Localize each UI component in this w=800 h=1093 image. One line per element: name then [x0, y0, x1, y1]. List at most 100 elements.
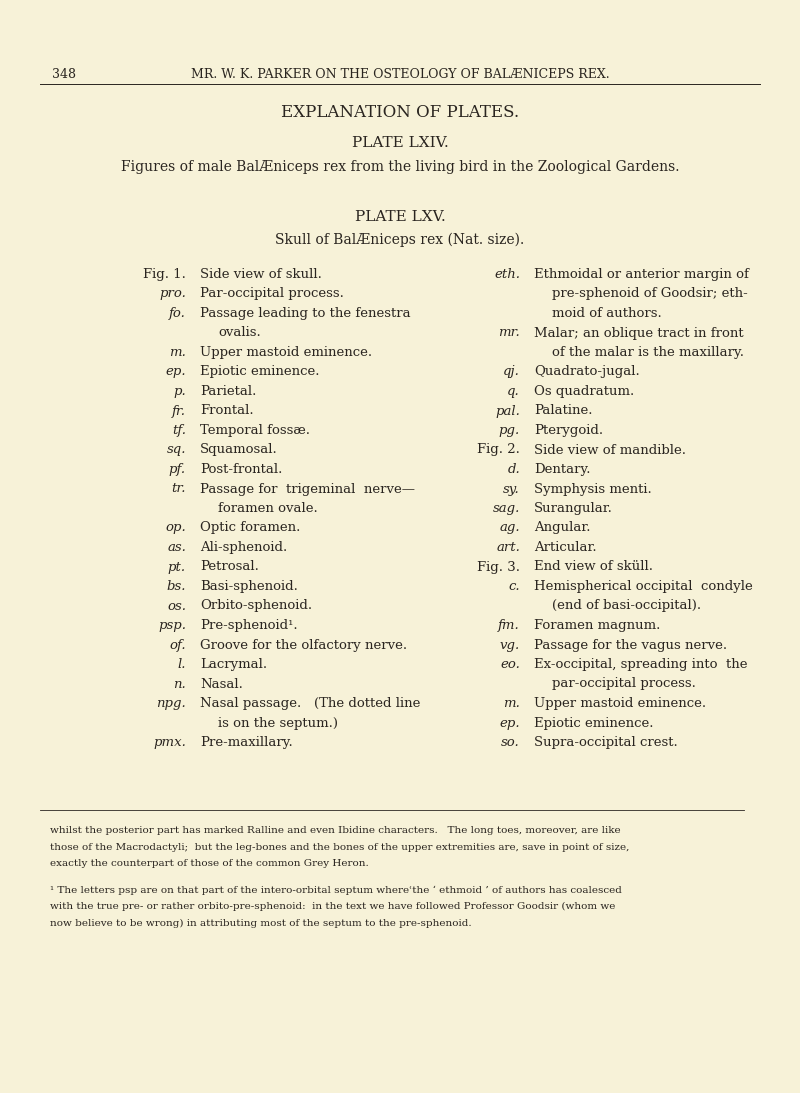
Text: ¹ The letters psp are on that part of the intero-orbital septum whereʿthe ‘ ethm: ¹ The letters psp are on that part of th…	[50, 885, 622, 895]
Text: Orbito-sphenoid.: Orbito-sphenoid.	[200, 599, 312, 612]
Text: Pterygoid.: Pterygoid.	[534, 424, 603, 437]
Text: Symphysis menti.: Symphysis menti.	[534, 482, 652, 495]
Text: Palatine.: Palatine.	[534, 404, 593, 418]
Text: PLATE LXV.: PLATE LXV.	[354, 210, 446, 224]
Text: Frontal.: Frontal.	[200, 404, 254, 418]
Text: eth.: eth.	[494, 268, 520, 281]
Text: q.: q.	[507, 385, 520, 398]
Text: Malar; an oblique tract in front: Malar; an oblique tract in front	[534, 327, 744, 340]
Text: fm.: fm.	[498, 619, 520, 632]
Text: (end of basi-occipital).: (end of basi-occipital).	[552, 599, 701, 612]
Text: sq.: sq.	[166, 444, 186, 457]
Text: Ex-occipital, spreading into  the: Ex-occipital, spreading into the	[534, 658, 747, 671]
Text: Basi-sphenoid.: Basi-sphenoid.	[200, 580, 298, 593]
Text: fo.: fo.	[169, 307, 186, 320]
Text: Parietal.: Parietal.	[200, 385, 256, 398]
Text: Nasal.: Nasal.	[200, 678, 243, 691]
Text: Squamosal.: Squamosal.	[200, 444, 278, 457]
Text: c.: c.	[508, 580, 520, 593]
Text: Side view of mandible.: Side view of mandible.	[534, 444, 686, 457]
Text: os.: os.	[167, 599, 186, 612]
Text: mr.: mr.	[498, 327, 520, 340]
Text: so.: so.	[502, 736, 520, 749]
Text: Angular.: Angular.	[534, 521, 590, 534]
Text: psp.: psp.	[158, 619, 186, 632]
Text: foramen ovale.: foramen ovale.	[218, 502, 318, 515]
Text: MR. W. K. PARKER ON THE OSTEOLOGY OF BALÆNICEPS REX.: MR. W. K. PARKER ON THE OSTEOLOGY OF BAL…	[190, 68, 610, 81]
Text: moid of authors.: moid of authors.	[552, 307, 662, 320]
Text: Passage for  trigeminal  nerve—: Passage for trigeminal nerve—	[200, 482, 415, 495]
Text: whilst the posterior part has marked Ralline and even Ibidine characters.   The : whilst the posterior part has marked Ral…	[50, 826, 621, 835]
Text: Fig. 2.: Fig. 2.	[477, 444, 520, 457]
Text: pf.: pf.	[169, 463, 186, 475]
Text: ag.: ag.	[499, 521, 520, 534]
Text: PLATE LXIV.: PLATE LXIV.	[352, 136, 448, 150]
Text: tr.: tr.	[171, 482, 186, 495]
Text: Articular.: Articular.	[534, 541, 597, 554]
Text: pal.: pal.	[495, 404, 520, 418]
Text: Pre-sphenoid¹.: Pre-sphenoid¹.	[200, 619, 298, 632]
Text: Ethmoidal or anterior margin of: Ethmoidal or anterior margin of	[534, 268, 749, 281]
Text: EXPLANATION OF PLATES.: EXPLANATION OF PLATES.	[281, 104, 519, 121]
Text: pro.: pro.	[159, 287, 186, 301]
Text: those of the Macrodactyli;  but the leg-bones and the bones of the upper extremi: those of the Macrodactyli; but the leg-b…	[50, 843, 630, 851]
Text: Surangular.: Surangular.	[534, 502, 613, 515]
Text: Skull of BalÆniceps rex (Nat. size).: Skull of BalÆniceps rex (Nat. size).	[275, 233, 525, 247]
Text: l.: l.	[178, 658, 186, 671]
Text: fr.: fr.	[172, 404, 186, 418]
Text: of.: of.	[170, 638, 186, 651]
Text: Side view of skull.: Side view of skull.	[200, 268, 322, 281]
Text: Lacrymal.: Lacrymal.	[200, 658, 267, 671]
Text: pre-sphenoid of Goodsir; eth-: pre-sphenoid of Goodsir; eth-	[552, 287, 748, 301]
Text: vg.: vg.	[500, 638, 520, 651]
Text: ep.: ep.	[166, 365, 186, 378]
Text: Groove for the olfactory nerve.: Groove for the olfactory nerve.	[200, 638, 407, 651]
Text: sag.: sag.	[493, 502, 520, 515]
Text: d.: d.	[507, 463, 520, 475]
Text: ep.: ep.	[499, 717, 520, 729]
Text: op.: op.	[166, 521, 186, 534]
Text: art.: art.	[496, 541, 520, 554]
Text: Fig. 3.: Fig. 3.	[477, 561, 520, 574]
Text: n.: n.	[174, 678, 186, 691]
Text: Figures of male BalÆniceps rex from the living bird in the Zoological Gardens.: Figures of male BalÆniceps rex from the …	[121, 160, 679, 174]
Text: with the true pre- or rather orbito-pre-sphenoid:  in the text we have followed : with the true pre- or rather orbito-pre-…	[50, 902, 615, 912]
Text: Pre-maxillary.: Pre-maxillary.	[200, 736, 293, 749]
Text: sy.: sy.	[503, 482, 520, 495]
Text: is on the septum.): is on the septum.)	[218, 717, 338, 729]
Text: Par-occipital process.: Par-occipital process.	[200, 287, 344, 301]
Text: Optic foramen.: Optic foramen.	[200, 521, 300, 534]
Text: Hemispherical occipital  condyle: Hemispherical occipital condyle	[534, 580, 753, 593]
Text: m.: m.	[169, 346, 186, 359]
Text: m.: m.	[503, 697, 520, 710]
Text: Ali-sphenoid.: Ali-sphenoid.	[200, 541, 287, 554]
Text: pmx.: pmx.	[153, 736, 186, 749]
Text: eo.: eo.	[500, 658, 520, 671]
Text: Dentary.: Dentary.	[534, 463, 590, 475]
Text: End view of sküll.: End view of sküll.	[534, 561, 653, 574]
Text: Epiotic eminence.: Epiotic eminence.	[534, 717, 654, 729]
Text: Os quadratum.: Os quadratum.	[534, 385, 634, 398]
Text: qj.: qj.	[503, 365, 520, 378]
Text: now believe to be wrong) in attributing most of the septum to the pre-sphenoid.: now believe to be wrong) in attributing …	[50, 918, 472, 928]
Text: Upper mastoid eminence.: Upper mastoid eminence.	[534, 697, 706, 710]
Text: Upper mastoid eminence.: Upper mastoid eminence.	[200, 346, 372, 359]
Text: Temporal fossæ.: Temporal fossæ.	[200, 424, 310, 437]
Text: tf.: tf.	[172, 424, 186, 437]
Text: pg.: pg.	[498, 424, 520, 437]
Text: par-occipital process.: par-occipital process.	[552, 678, 696, 691]
Text: Quadrato-jugal.: Quadrato-jugal.	[534, 365, 640, 378]
Text: Petrosal.: Petrosal.	[200, 561, 259, 574]
Text: Nasal passage.   (The dotted line: Nasal passage. (The dotted line	[200, 697, 420, 710]
Text: pt.: pt.	[168, 561, 186, 574]
Text: 348: 348	[52, 68, 76, 81]
Text: of the malar is the maxillary.: of the malar is the maxillary.	[552, 346, 744, 359]
Text: Epiotic eminence.: Epiotic eminence.	[200, 365, 319, 378]
Text: bs.: bs.	[166, 580, 186, 593]
Text: Post-frontal.: Post-frontal.	[200, 463, 282, 475]
Text: npg.: npg.	[156, 697, 186, 710]
Text: ovalis.: ovalis.	[218, 327, 261, 340]
Text: Supra-occipital crest.: Supra-occipital crest.	[534, 736, 678, 749]
Text: exactly the counterpart of those of the common Grey Heron.: exactly the counterpart of those of the …	[50, 859, 369, 868]
Text: Fig. 1.: Fig. 1.	[143, 268, 186, 281]
